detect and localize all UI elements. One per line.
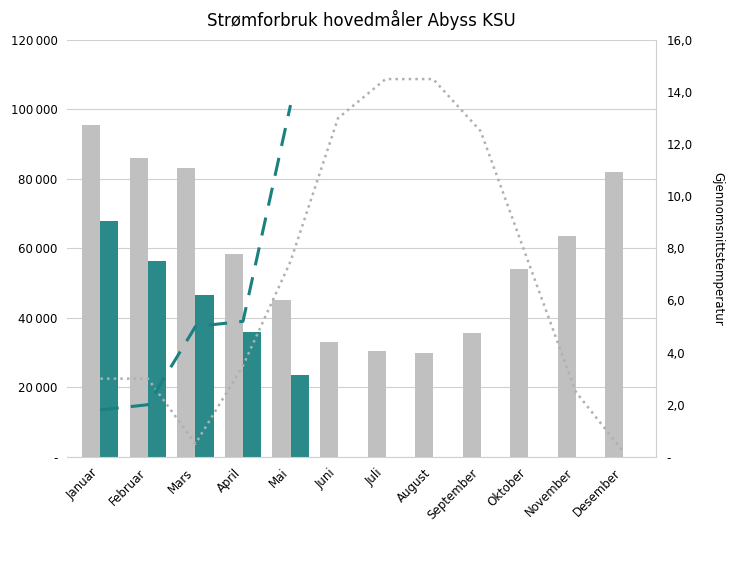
Bar: [272, 300, 290, 457]
Bar: [243, 332, 261, 457]
Bar: [148, 260, 166, 457]
Bar: [178, 168, 195, 457]
Bar: [557, 236, 576, 457]
Bar: [225, 254, 243, 457]
Bar: [605, 172, 623, 457]
Bar: [463, 333, 480, 457]
Bar: [368, 351, 386, 457]
Bar: [195, 295, 213, 457]
Y-axis label: Gjennomsnittstemperatur: Gjennomsnittstemperatur: [712, 171, 725, 325]
Title: Strømforbruk hovedmåler Abyss KSU: Strømforbruk hovedmåler Abyss KSU: [207, 10, 516, 30]
Bar: [101, 220, 119, 457]
Bar: [320, 342, 338, 457]
Bar: [415, 352, 433, 457]
Bar: [130, 158, 148, 457]
Bar: [82, 125, 101, 457]
Bar: [290, 375, 309, 457]
Bar: [510, 269, 528, 457]
Y-axis label: KWH: KWH: [0, 233, 2, 264]
